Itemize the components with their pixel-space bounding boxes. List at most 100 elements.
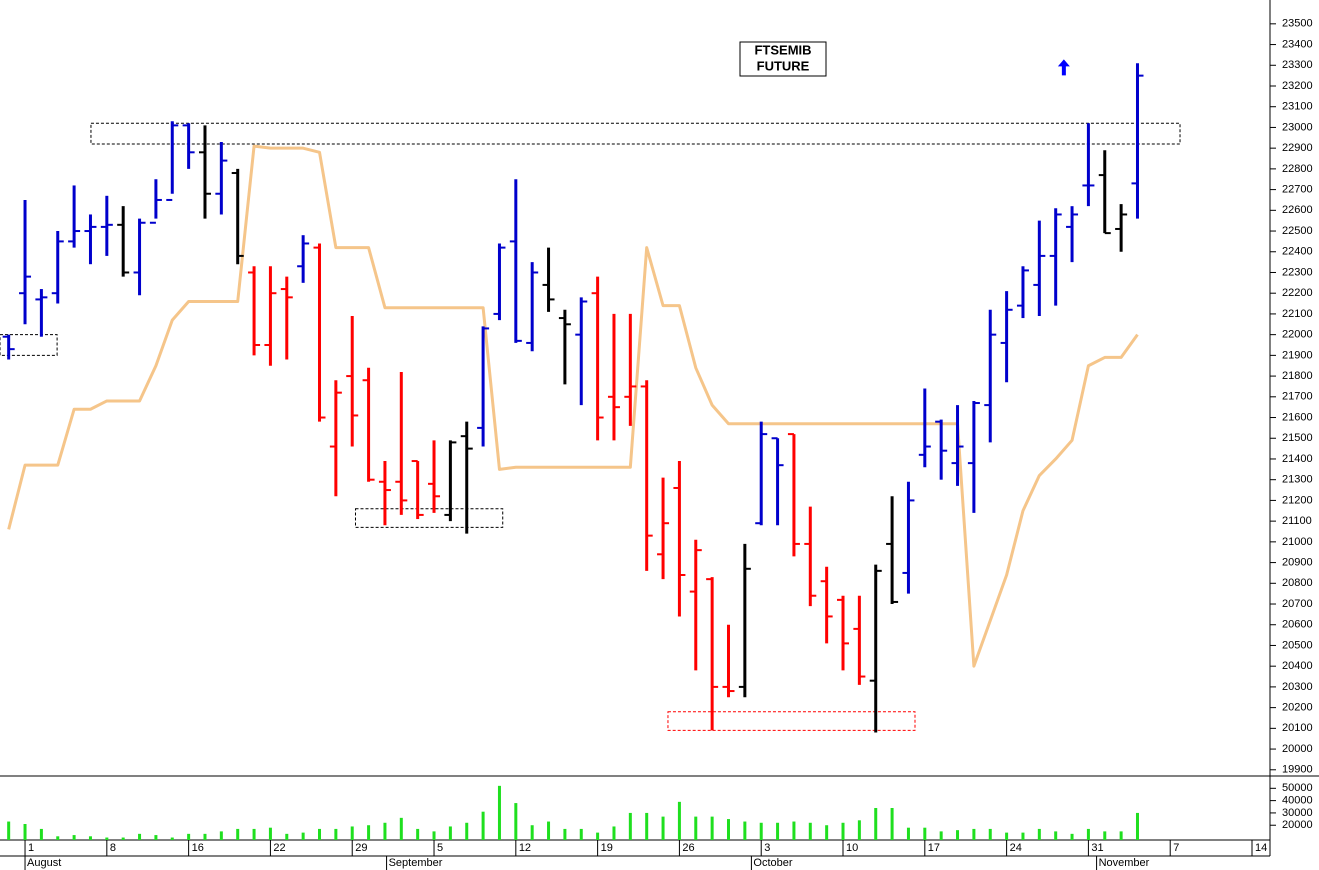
volume-bar — [514, 803, 518, 840]
y-tick-label: 20200 — [1282, 702, 1313, 714]
y-tick-label: 23400 — [1282, 38, 1313, 50]
volume-bar — [399, 817, 403, 840]
y-tick-label: 20500 — [1282, 639, 1313, 651]
signal-arrow — [1057, 59, 1070, 76]
volume-bar — [694, 816, 698, 840]
volume-bar — [923, 827, 927, 840]
x-tick-label: 10 — [846, 842, 858, 854]
volume-bar — [416, 828, 420, 840]
month-label: November — [1099, 857, 1150, 869]
y-tick-label: 21500 — [1282, 432, 1313, 444]
y-tick-label: 21600 — [1282, 411, 1313, 423]
x-tick-label: 7 — [1173, 842, 1179, 854]
zone — [90, 122, 1181, 145]
volume-bar — [187, 833, 191, 840]
y-tick-label: 23100 — [1282, 101, 1313, 113]
x-tick-label: 8 — [110, 842, 116, 854]
volume-bar — [7, 821, 11, 840]
chart-title: FUTURE — [757, 58, 810, 73]
volume-bar — [874, 808, 878, 840]
volume-bar — [138, 833, 142, 840]
volume-bar — [318, 828, 322, 840]
y-tick-label: 20400 — [1282, 660, 1313, 672]
volume-bar — [350, 826, 354, 840]
x-tick-label: 29 — [355, 842, 367, 854]
volume-bar — [628, 812, 632, 840]
volume-bar — [890, 808, 894, 840]
volume-bar — [677, 801, 681, 840]
volume-bar — [1021, 832, 1025, 840]
volume-bar — [121, 837, 125, 840]
volume-bar — [661, 816, 665, 840]
y-tick-label: 22600 — [1282, 204, 1313, 216]
zone — [0, 334, 58, 356]
x-tick-label: 16 — [192, 842, 204, 854]
volume-bar — [1054, 831, 1058, 840]
y-tick-label: 22100 — [1282, 308, 1313, 320]
title-box — [739, 41, 827, 77]
volume-bar — [465, 822, 469, 840]
volume-bar — [808, 822, 812, 840]
y-tick-label: 20800 — [1282, 577, 1313, 589]
y-tick-label: 20600 — [1282, 619, 1313, 631]
volume-bar — [972, 828, 976, 840]
volume-bar — [39, 828, 43, 840]
volume-bar — [1037, 828, 1041, 840]
y-tick-label: 20900 — [1282, 556, 1313, 568]
volume-bar — [105, 837, 109, 840]
month-label: August — [27, 857, 61, 869]
y-tick-label: 21100 — [1282, 515, 1312, 527]
y-tick-label: 21300 — [1282, 474, 1313, 486]
y-tick-label: 22800 — [1282, 163, 1313, 175]
y-tick-label: 22500 — [1282, 225, 1313, 237]
stop-line — [7, 144, 1139, 668]
volume-bar — [154, 835, 158, 840]
volume-bar — [1135, 812, 1139, 840]
x-tick-label: 26 — [682, 842, 694, 854]
volume-bar — [645, 812, 649, 840]
volume-bar — [547, 821, 551, 840]
y-tick-label: 20300 — [1282, 681, 1313, 693]
volume-bar — [252, 828, 256, 840]
volume-bar — [1070, 833, 1074, 840]
x-tick-label: 24 — [1010, 842, 1022, 854]
y-tick-label: 22300 — [1282, 266, 1313, 278]
volume-bar — [956, 830, 960, 840]
x-tick-label: 31 — [1091, 842, 1103, 854]
y-tick-label: 21400 — [1282, 453, 1313, 465]
y-tick-label: 21800 — [1282, 370, 1313, 382]
y-tick-label: 23500 — [1282, 18, 1313, 30]
volume-bar — [170, 837, 174, 840]
volume-bar — [334, 828, 338, 840]
y-tick-label: 20000 — [1282, 743, 1313, 755]
volume-bar — [841, 822, 845, 840]
x-tick-label: 22 — [273, 842, 285, 854]
volume-bar — [825, 825, 829, 840]
volume-bar — [792, 821, 796, 840]
volume-bar — [367, 825, 371, 840]
volume-bar — [72, 835, 76, 840]
y-tick-label: 22900 — [1282, 142, 1313, 154]
volume-bar — [939, 831, 943, 840]
y-tick-label: 23300 — [1282, 59, 1313, 71]
volume-bar — [268, 827, 272, 840]
volume-bar — [710, 816, 714, 840]
volume-bar — [236, 828, 240, 840]
volume-bar — [88, 836, 92, 840]
volume-bar — [906, 827, 910, 840]
x-tick-label: 5 — [437, 842, 443, 854]
x-tick-label: 12 — [519, 842, 531, 854]
y-tick-label: 22400 — [1282, 246, 1313, 258]
month-label: October — [753, 857, 792, 869]
volume-bar — [219, 831, 223, 840]
x-tick-label: 1 — [28, 842, 34, 854]
volume-bar — [857, 820, 861, 840]
volume-bar — [759, 822, 763, 840]
volume-bar — [726, 819, 730, 840]
x-tick-label: 3 — [764, 842, 770, 854]
volume-bar — [301, 832, 305, 840]
y-tick-label: 19900 — [1282, 764, 1313, 776]
volume-bar — [988, 828, 992, 840]
volume-bar — [1086, 828, 1090, 840]
